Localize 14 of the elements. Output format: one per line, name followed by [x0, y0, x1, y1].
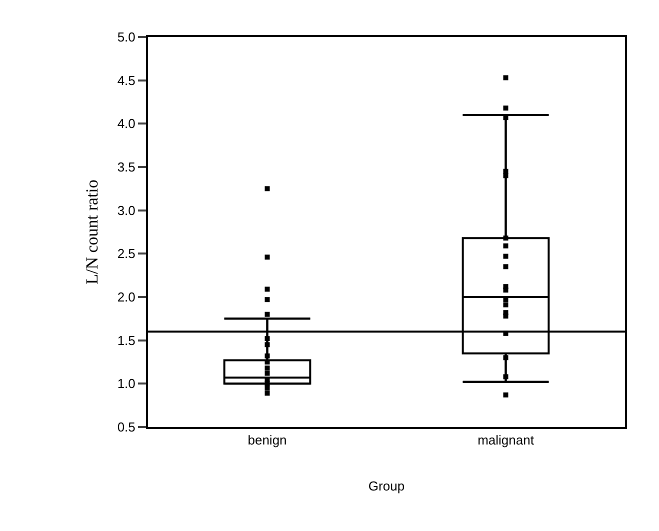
y-tick-label: 4.5: [117, 72, 136, 88]
y-tick-label: 3.0: [117, 202, 136, 218]
y-tick-label: 2.5: [117, 246, 136, 262]
x-axis-title: Group: [368, 478, 405, 494]
y-tick-label: 3.5: [117, 160, 136, 175]
x-tick-label: benign: [248, 432, 287, 448]
y-tick-label: 0.5: [117, 420, 136, 435]
y-tick-label: 1.5: [117, 332, 136, 348]
y-tick-label: 2.0: [117, 290, 136, 305]
x-tick-label: malignant: [478, 432, 534, 448]
y-tick-label: 4.0: [117, 116, 136, 132]
y-tick-label: 5.0: [117, 30, 136, 45]
y-axis-title: L/N count ratio: [82, 180, 102, 284]
y-tick-label: 1.0: [117, 376, 136, 392]
